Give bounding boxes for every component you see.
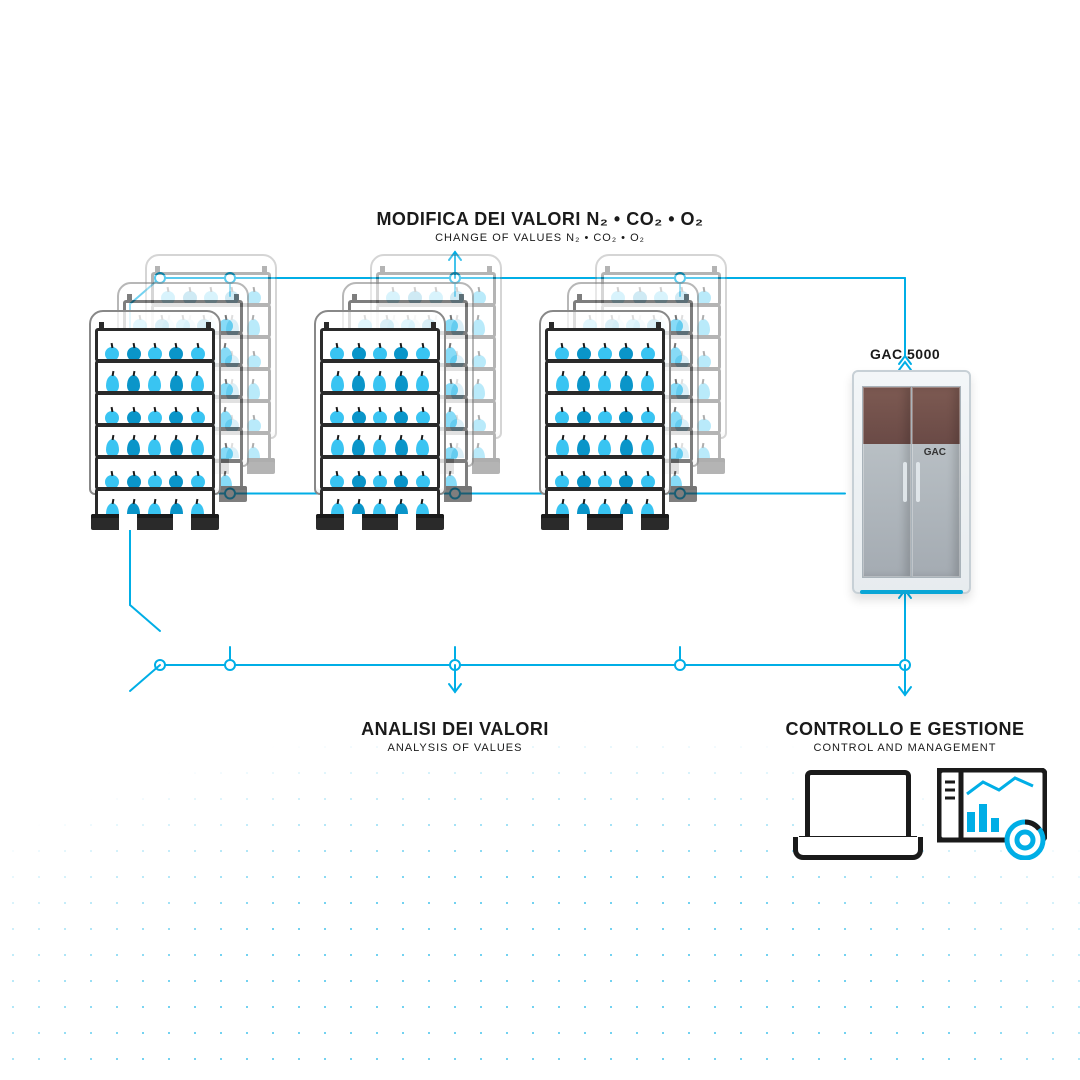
storage-cell: [95, 320, 260, 550]
storage-rack: [320, 320, 440, 530]
label-primary: MODIFICA DEI VALORI N₂ • CO₂ • O₂: [290, 210, 790, 230]
cabinet-door-left: [862, 386, 912, 578]
label-primary: ANALISI DEI VALORI: [205, 720, 705, 740]
label-primary: CONTROLLO E GESTIONE: [655, 720, 1080, 740]
label-secondary: CHANGE OF VALUES N₂ • CO₂ • O₂: [290, 232, 790, 244]
gac-5000-label: GAC 5000: [870, 346, 940, 362]
storage-cell: [545, 320, 710, 550]
label-secondary: ANALYSIS OF VALUES: [205, 742, 705, 754]
label-secondary: CONTROL AND MANAGEMENT: [655, 742, 1080, 754]
dashboard-icon: [937, 768, 1047, 860]
label-analysis-of-values: ANALISI DEI VALORI ANALYSIS OF VALUES: [205, 720, 705, 754]
storage-cell: [320, 320, 485, 550]
laptop-icon: [793, 770, 923, 860]
cabinet-badge: GAC: [924, 447, 946, 458]
label-control-and-management: CONTROLLO E GESTIONE CONTROL AND MANAGEM…: [655, 720, 1080, 754]
cabinet-door-right: GAC: [911, 386, 961, 578]
gac-5000-cabinet: GAC: [852, 370, 971, 594]
label-change-of-values: MODIFICA DEI VALORI N₂ • CO₂ • O₂ CHANGE…: [290, 210, 790, 244]
storage-rack: [545, 320, 665, 530]
storage-rack: [95, 320, 215, 530]
control-icons-group: [793, 768, 1047, 860]
